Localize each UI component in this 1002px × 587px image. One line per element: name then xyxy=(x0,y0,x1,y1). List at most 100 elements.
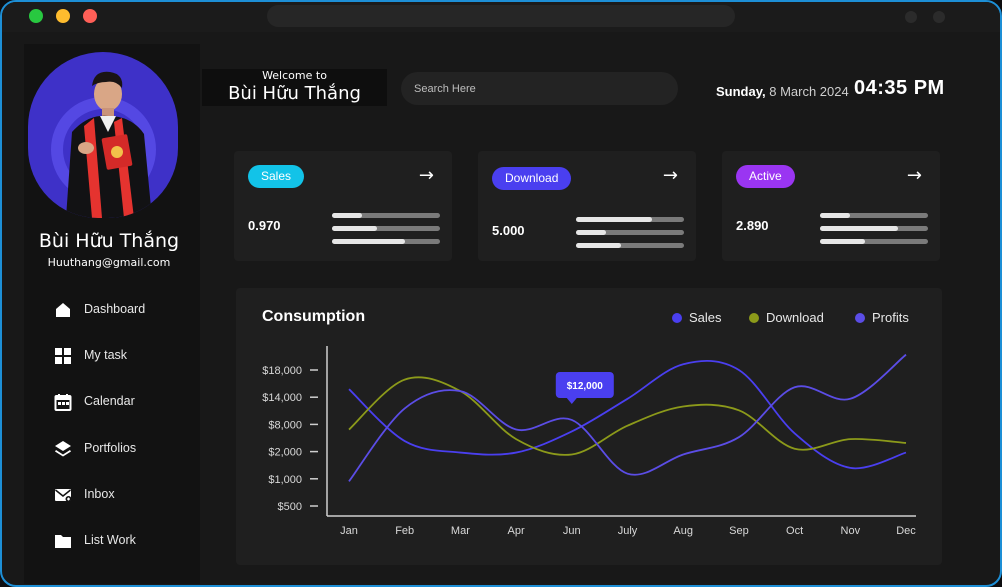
card-value: 2.890 xyxy=(736,218,769,233)
y-tick-label: $8,000 xyxy=(268,419,302,431)
progress-fill xyxy=(576,217,652,222)
line-chart: $500 $1,000 $2,000 $8,000 $14,000 $18,000 Jan F… xyxy=(262,346,916,537)
window-control-button[interactable] xyxy=(933,11,945,23)
x-tick-label: Feb xyxy=(395,525,414,537)
sidebar-item-label: Dashboard xyxy=(84,302,146,316)
series-line-profits[interactable] xyxy=(348,353,907,482)
sidebar-item-calendar[interactable]: Calendar xyxy=(54,390,194,416)
url-bar[interactable] xyxy=(267,5,735,27)
x-tick-label: Jan xyxy=(340,525,358,537)
consumption-chart-panel: Consumption Sales Download Profits $500 $… xyxy=(236,288,942,565)
progress-bar xyxy=(332,213,440,218)
person-illustration xyxy=(66,71,152,218)
value-tooltip: $12,000 xyxy=(555,372,614,404)
x-tick-label: Dec xyxy=(896,525,916,537)
profile-email: Huuthang@gmail.com xyxy=(47,256,171,269)
close-window-button[interactable] xyxy=(83,9,97,23)
y-tick-label: $14,000 xyxy=(262,392,302,404)
maximize-window-button[interactable] xyxy=(29,9,43,23)
progress-fill xyxy=(820,226,898,231)
sidebar-item-dashboard[interactable]: Dashboard xyxy=(54,298,194,324)
sidebar-item-label: List Work xyxy=(84,533,136,547)
home-icon xyxy=(56,303,70,317)
legend-label: Sales xyxy=(689,310,722,325)
y-tick-label: $1,000 xyxy=(268,474,302,486)
sidebar-item-label: My task xyxy=(84,348,128,362)
sidebar-item-inbox[interactable]: Inbox xyxy=(54,483,194,509)
sidebar-item-label: Portfolios xyxy=(84,441,137,455)
series-line-download[interactable] xyxy=(348,376,907,456)
title-bar xyxy=(2,2,1000,32)
sidebar: Bùi Hữu Thắng Huuthang@gmail.com Dashboa… xyxy=(24,44,200,584)
progress-bar xyxy=(332,226,440,231)
grid-icon xyxy=(55,348,71,364)
current-date: Sunday, 8 March 2024 xyxy=(716,84,849,99)
progress-fill xyxy=(332,213,363,218)
folder-icon xyxy=(55,535,71,548)
legend-label: Profits xyxy=(872,310,909,325)
stat-card-download: Download → 5.000 xyxy=(478,151,696,261)
card-value: 5.000 xyxy=(492,223,525,238)
card-value: 0.970 xyxy=(248,218,281,233)
sidebar-item-list-work[interactable]: List Work xyxy=(54,529,194,555)
search-input[interactable] xyxy=(401,72,678,105)
card-badge: Download xyxy=(492,167,572,190)
x-tick-label: Jun xyxy=(563,525,581,537)
card-badge: Active xyxy=(736,165,795,188)
series-line-sales[interactable] xyxy=(348,360,907,470)
x-tick-label: July xyxy=(618,525,638,537)
progress-bar xyxy=(332,239,440,244)
x-tick-label: Nov xyxy=(841,525,861,537)
progress-bar xyxy=(576,243,684,248)
chart-title: Consumption xyxy=(262,308,366,325)
legend-item-profits[interactable]: Profits xyxy=(855,310,909,326)
stat-card-active: Active → 2.890 xyxy=(722,151,940,261)
profile-name: Bùi Hữu Thắng xyxy=(38,230,180,252)
x-tick-label: Apr xyxy=(508,525,525,537)
progress-fill xyxy=(332,226,378,231)
welcome-text: Welcome to xyxy=(262,69,327,82)
window-control-button[interactable] xyxy=(905,11,917,23)
progress-bar xyxy=(820,213,928,218)
x-tick-label: Mar xyxy=(451,525,470,537)
legend-item-sales[interactable]: Sales xyxy=(672,310,722,326)
y-tick-label: $500 xyxy=(278,501,302,513)
y-tick-label: $2,000 xyxy=(268,447,302,459)
calendar-icon xyxy=(54,394,72,411)
current-time: 04:35 PM xyxy=(854,77,945,99)
arrow-right-icon[interactable]: → xyxy=(662,165,678,186)
sidebar-item-label: Calendar xyxy=(84,394,135,408)
tooltip-label: $12,000 xyxy=(567,381,604,392)
card-badge: Sales xyxy=(248,165,305,188)
stat-card-sales: Sales → 0.970 xyxy=(234,151,452,261)
x-tick-label: Aug xyxy=(673,525,693,537)
progress-bar xyxy=(820,226,928,231)
sidebar-item-label: Inbox xyxy=(84,487,115,501)
sidebar-item-my-task[interactable]: My task xyxy=(54,344,194,370)
minimize-window-button[interactable] xyxy=(56,9,70,23)
current-day: Sunday, xyxy=(716,84,766,99)
progress-bar xyxy=(820,239,928,244)
layers-icon xyxy=(55,441,71,457)
progress-fill xyxy=(820,239,866,244)
progress-fill xyxy=(576,230,607,235)
progress-bar xyxy=(576,217,684,222)
avatar[interactable] xyxy=(28,52,178,218)
arrow-right-icon[interactable]: → xyxy=(906,165,922,186)
current-date-text: 8 March 2024 xyxy=(769,84,849,99)
x-tick-label: Sep xyxy=(729,525,749,537)
progress-fill xyxy=(332,239,406,244)
legend-label: Download xyxy=(766,310,824,325)
welcome-name: Bùi Hữu Thắng xyxy=(228,83,361,104)
sidebar-item-portfolios[interactable]: Portfolios xyxy=(54,437,194,463)
progress-fill xyxy=(576,243,622,248)
y-tick-label: $18,000 xyxy=(262,365,302,377)
mail-icon xyxy=(55,489,72,502)
arrow-right-icon[interactable]: → xyxy=(418,165,434,186)
progress-fill xyxy=(820,213,851,218)
welcome-banner: Welcome to Bùi Hữu Thắng xyxy=(202,69,387,106)
progress-bar xyxy=(576,230,684,235)
x-tick-label: Oct xyxy=(786,525,803,537)
legend-item-download[interactable]: Download xyxy=(749,310,824,326)
